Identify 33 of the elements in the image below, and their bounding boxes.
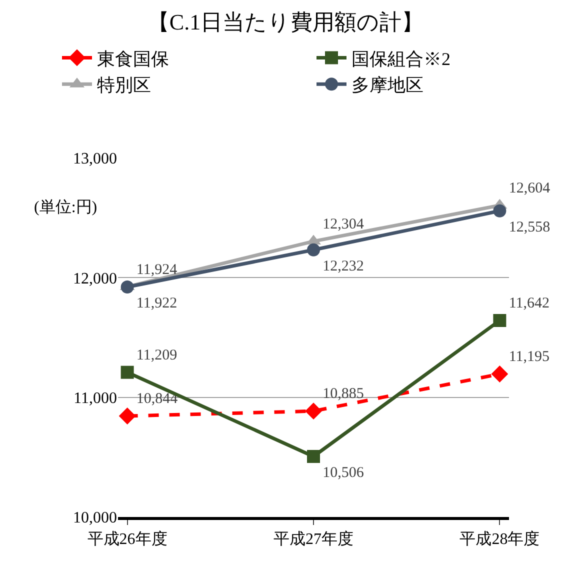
legend-label: 東食国保 (97, 48, 169, 69)
data-label: 10,885 (322, 386, 364, 402)
chart-title: 【C.1日当たり費用額の計】 (147, 9, 424, 34)
point (491, 366, 508, 382)
point (305, 402, 322, 420)
legend-label: 国保組合※2 (352, 48, 450, 69)
data-label: 10,506 (322, 464, 364, 481)
legend-label: 特別区 (97, 75, 151, 96)
data-label: 12,604 (508, 180, 551, 197)
data-label: 11,209 (136, 347, 178, 364)
x-tick-label: 平成26年度 (87, 530, 168, 548)
data-label: 10,844 (136, 391, 178, 408)
x-tick-label: 平成27年度 (274, 530, 354, 548)
y-tick-label: 11,000 (74, 390, 117, 407)
y-tick-label: 10,000 (73, 510, 117, 527)
data-label: 12,232 (322, 258, 364, 274)
data-label: 11,922 (136, 295, 178, 312)
y-tick-label: 12,000 (73, 270, 117, 288)
point (118, 408, 136, 424)
point (120, 280, 134, 294)
data-label: 11,642 (508, 296, 550, 312)
point (307, 243, 320, 256)
data-label: 11,924 (136, 262, 178, 278)
x-tick-label: 平成28年度 (460, 530, 540, 548)
point (493, 314, 506, 328)
y-tick-label: 13,000 (73, 150, 117, 168)
text: (単位:円) (34, 199, 98, 216)
point (120, 366, 134, 379)
data-label: 11,195 (508, 349, 550, 366)
data-label: 12,558 (508, 219, 550, 236)
data-label: 12,304 (322, 216, 364, 232)
point (307, 450, 320, 463)
legend-label: 多摩地区 (352, 75, 424, 96)
